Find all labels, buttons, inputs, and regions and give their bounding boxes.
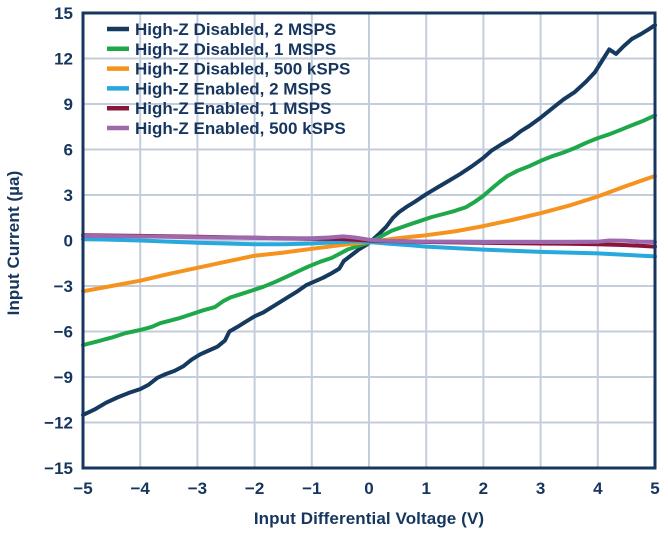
x-tick-label: −1 [302,479,321,498]
x-tick-label: 1 [421,479,430,498]
x-axis-title: Input Differential Voltage (V) [253,509,485,528]
y-tick-label: 9 [64,95,73,114]
x-tick-label: 4 [593,479,603,498]
series-line-high-z-enabled-500-ksps [81,233,657,244]
y-tick-label: 0 [64,232,73,251]
y-tick-label: 6 [64,141,73,160]
legend-item-high-z-disabled-500-ksps: High-Z Disabled, 500 kSPS [107,60,350,79]
legend-label: High-Z Disabled, 2 MSPS [135,20,336,39]
series-line-high-z-disabled-2-msps [81,23,657,417]
x-tick-label: −4 [131,479,151,498]
legend-label: High-Z Enabled, 2 MSPS [135,79,331,98]
legend-item-high-z-enabled-2-msps: High-Z Enabled, 2 MSPS [107,79,331,98]
x-tick-label: 2 [479,479,488,498]
x-tick-label: 3 [536,479,545,498]
y-tick-label: 15 [54,4,73,23]
legend-label: High-Z Disabled, 500 kSPS [135,60,350,79]
series-line-high-z-enabled-2-msps [81,237,657,259]
y-tick-label: −15 [44,459,73,478]
y-tick-label: −3 [54,277,73,296]
legend-label: High-Z Disabled, 1 MSPS [135,40,336,59]
y-tick-label: −9 [54,368,73,387]
x-tick-label: 0 [364,479,373,498]
legend-item-high-z-disabled-1-msps: High-Z Disabled, 1 MSPS [107,40,336,59]
plot-border [81,11,657,470]
y-tick-label: 12 [54,50,73,69]
legend-item-high-z-enabled-1-msps: High-Z Enabled, 1 MSPS [107,99,331,118]
x-tick-label: 5 [650,479,659,498]
legend-item-high-z-enabled-500-ksps: High-Z Enabled, 500 kSPS [107,119,346,138]
y-tick-label: −12 [44,414,73,433]
y-tick-label: −6 [54,323,73,342]
y-axis-title: Input Current (µa) [4,170,23,316]
x-tick-label: −2 [245,479,264,498]
legend-item-high-z-disabled-2-msps: High-Z Disabled, 2 MSPS [107,20,336,39]
legend-label: High-Z Enabled, 500 kSPS [135,119,346,138]
x-tick-label: −5 [73,479,92,498]
y-tick-label: 3 [64,186,73,205]
x-tick-label: −3 [188,479,207,498]
legend-label: High-Z Enabled, 1 MSPS [135,99,331,118]
